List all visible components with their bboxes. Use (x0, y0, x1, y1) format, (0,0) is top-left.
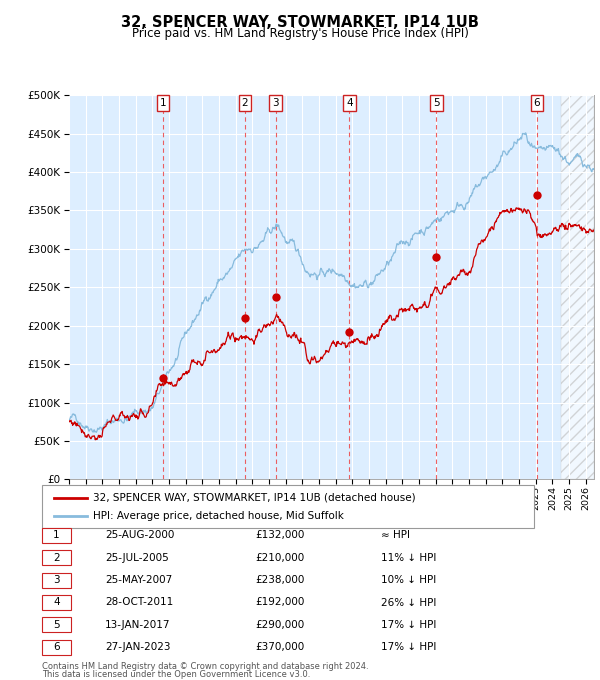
Text: 11% ↓ HPI: 11% ↓ HPI (381, 553, 436, 562)
Text: Contains HM Land Registry data © Crown copyright and database right 2024.: Contains HM Land Registry data © Crown c… (42, 662, 368, 671)
Text: 5: 5 (53, 620, 60, 630)
Text: 32, SPENCER WAY, STOWMARKET, IP14 1UB (detached house): 32, SPENCER WAY, STOWMARKET, IP14 1UB (d… (93, 493, 416, 503)
Text: £192,000: £192,000 (255, 598, 304, 607)
Text: 27-JAN-2023: 27-JAN-2023 (105, 643, 170, 652)
Text: 13-JAN-2017: 13-JAN-2017 (105, 620, 170, 630)
Text: 2: 2 (53, 553, 60, 562)
Text: ≈ HPI: ≈ HPI (381, 530, 410, 540)
Text: £210,000: £210,000 (255, 553, 304, 562)
Text: 2: 2 (242, 98, 248, 108)
Text: 32, SPENCER WAY, STOWMARKET, IP14 1UB: 32, SPENCER WAY, STOWMARKET, IP14 1UB (121, 15, 479, 30)
Text: 1: 1 (160, 98, 166, 108)
Text: 1: 1 (53, 530, 60, 540)
Text: 10% ↓ HPI: 10% ↓ HPI (381, 575, 436, 585)
Text: 4: 4 (346, 98, 353, 108)
Bar (560, 95, 594, 479)
Text: 17% ↓ HPI: 17% ↓ HPI (381, 620, 436, 630)
Text: HPI: Average price, detached house, Mid Suffolk: HPI: Average price, detached house, Mid … (93, 511, 344, 521)
Text: 5: 5 (433, 98, 440, 108)
Text: Price paid vs. HM Land Registry's House Price Index (HPI): Price paid vs. HM Land Registry's House … (131, 27, 469, 40)
Text: 25-JUL-2005: 25-JUL-2005 (105, 553, 169, 562)
Text: £290,000: £290,000 (255, 620, 304, 630)
Text: £238,000: £238,000 (255, 575, 304, 585)
Text: £132,000: £132,000 (255, 530, 304, 540)
Text: This data is licensed under the Open Government Licence v3.0.: This data is licensed under the Open Gov… (42, 670, 310, 679)
Text: 17% ↓ HPI: 17% ↓ HPI (381, 643, 436, 652)
Text: 4: 4 (53, 598, 60, 607)
Text: 26% ↓ HPI: 26% ↓ HPI (381, 598, 436, 607)
Text: 3: 3 (53, 575, 60, 585)
Text: 25-MAY-2007: 25-MAY-2007 (105, 575, 172, 585)
Text: £370,000: £370,000 (255, 643, 304, 652)
Text: 28-OCT-2011: 28-OCT-2011 (105, 598, 173, 607)
Text: 3: 3 (272, 98, 279, 108)
Text: 25-AUG-2000: 25-AUG-2000 (105, 530, 175, 540)
Text: 6: 6 (53, 643, 60, 652)
Text: 6: 6 (533, 98, 540, 108)
